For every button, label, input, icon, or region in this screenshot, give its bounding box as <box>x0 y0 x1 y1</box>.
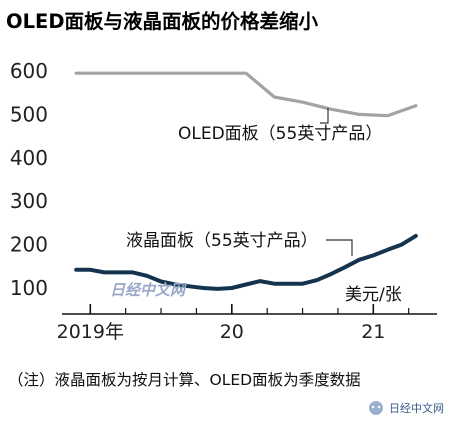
chart-title: OLED面板与液晶面板的价格差缩小 <box>6 10 319 33</box>
wechat-badge: 日经中文网 <box>369 401 444 415</box>
leader-oled <box>320 108 329 124</box>
series-line-oled <box>74 71 418 118</box>
y-tick-label: 400 <box>10 146 48 170</box>
legend-oled: OLED面板（55英寸产品） <box>178 124 382 144</box>
leader-lcd <box>326 239 353 256</box>
y-tick-label: 300 <box>10 189 48 213</box>
y-tick-label: 100 <box>10 276 48 300</box>
x-tick-label: 2019年 <box>57 321 124 343</box>
unit-label: 美元/张 <box>345 285 402 305</box>
badge-text: 日经中文网 <box>389 401 444 415</box>
footnote: （注）液晶面板为按月计算、OLED面板为季度数据 <box>8 370 361 389</box>
x-tick-label: 21 <box>361 321 385 343</box>
series-lines <box>74 71 418 291</box>
y-axis-ticks: 600 500 400 300 200 100 <box>10 59 48 300</box>
y-tick-label: 500 <box>10 102 48 126</box>
y-tick-label: 200 <box>10 233 48 257</box>
watermark-text: 日经中文网 <box>110 281 188 299</box>
wechat-icon <box>369 401 383 415</box>
x-tick-label: 20 <box>220 321 244 343</box>
x-axis: 2019年 20 21 <box>57 304 437 343</box>
series-line-lcd <box>74 233 418 291</box>
y-tick-label: 600 <box>10 59 48 83</box>
legend-lcd: 液晶面板（55英寸产品） <box>126 231 318 251</box>
